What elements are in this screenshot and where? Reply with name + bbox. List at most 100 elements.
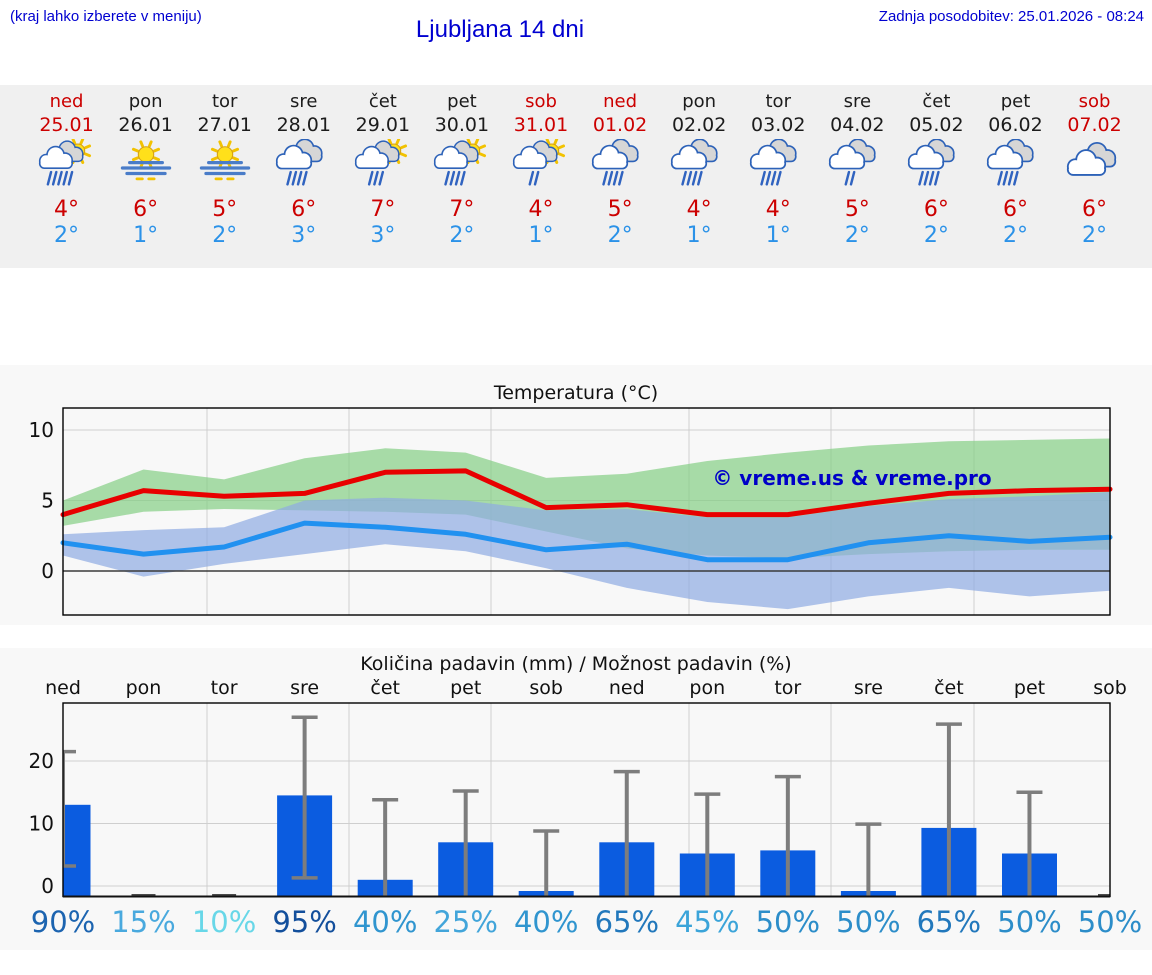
precip-day-label: sre bbox=[290, 677, 319, 699]
precip-day-label: pet bbox=[450, 677, 481, 699]
forecast-day-column: tor 03.02 4° 1° bbox=[739, 91, 818, 268]
weather-icon-rain bbox=[671, 139, 718, 186]
forecast-day-column: čet 05.02 6° 2° bbox=[897, 91, 976, 268]
temp-max: 5° bbox=[844, 197, 870, 222]
location-hint-note: (kraj lahko izberete v meniju) bbox=[10, 8, 202, 25]
forecast-day-column: pet 06.02 6° 2° bbox=[976, 91, 1055, 268]
forecast-day-column: sob 07.02 6° 2° bbox=[1055, 91, 1134, 268]
day-name: čet bbox=[922, 91, 951, 112]
weather-icon-sun-fog bbox=[120, 140, 171, 181]
precip-y-tick-label: 0 bbox=[41, 874, 54, 898]
day-date: 29.01 bbox=[355, 114, 411, 136]
day-name: pet bbox=[447, 91, 477, 112]
day-name: pon bbox=[682, 91, 717, 112]
weather-icon-cell bbox=[976, 139, 1055, 193]
precip-day-label: ned bbox=[45, 677, 81, 699]
weather-icon-cell bbox=[660, 139, 739, 193]
day-name: pon bbox=[128, 91, 163, 112]
precipitation-chart: ned pon tor sre čet pet sob ned pon tor sre čet pet s… bbox=[29, 677, 1143, 939]
temp-min: 2° bbox=[212, 223, 238, 248]
last-updated-text: Zadnja posodobitev: 25.01.2026 - 08:24 bbox=[878, 8, 1144, 25]
weather-icon-cell bbox=[106, 139, 185, 193]
day-name: sob bbox=[1078, 91, 1111, 112]
precip-day-label: čet bbox=[934, 677, 964, 699]
forecast-day-column: pon 02.02 4° 1° bbox=[660, 91, 739, 268]
precip-bar-trace bbox=[1098, 894, 1110, 897]
day-name: sre bbox=[290, 91, 318, 112]
weather-icon-cell bbox=[264, 139, 343, 193]
day-name: ned bbox=[603, 91, 638, 112]
weather-icon-cell bbox=[581, 139, 660, 193]
weather-icon-cell bbox=[343, 139, 422, 193]
precip-probability-label: 40% bbox=[353, 905, 417, 939]
precip-y-tick-label: 20 bbox=[29, 749, 54, 773]
day-date: 04.02 bbox=[830, 114, 885, 136]
temp-max: 4° bbox=[54, 197, 80, 222]
forecast-day-column: ned 25.01 4° 2° bbox=[27, 91, 106, 268]
weather-icon-cell bbox=[897, 139, 976, 193]
weather-icon-cell bbox=[1055, 139, 1134, 193]
temperature-chart: 0 5 10 © vreme.us & vreme.pro bbox=[29, 407, 1113, 616]
precip-day-label: sre bbox=[854, 677, 883, 699]
precip-bar-trace bbox=[131, 894, 156, 897]
precip-day-label: ned bbox=[609, 677, 645, 699]
precipitation-chart-title: Količina padavin (mm) / Možnost padavin … bbox=[360, 653, 792, 675]
forecast-day-column: sob 31.01 4° 1° bbox=[501, 91, 580, 268]
temp-min: 1° bbox=[765, 223, 791, 248]
precip-probability-label: 15% bbox=[111, 905, 175, 939]
day-name: čet bbox=[368, 91, 397, 112]
forecast-strip: ned 25.01 4° 2° pon 26.01 6° 1° tor 27.01 5° 2° sre 2… bbox=[0, 85, 1152, 268]
weather-icon-rain bbox=[987, 139, 1035, 186]
precip-day-label: pet bbox=[1014, 677, 1045, 699]
temp-min: 3° bbox=[370, 223, 396, 248]
watermark: © vreme.us & vreme.pro bbox=[712, 466, 991, 490]
day-date: 30.01 bbox=[434, 114, 490, 136]
precip-bar-trace bbox=[212, 894, 237, 897]
temp-y-tick-label: 0 bbox=[41, 559, 54, 583]
precip-day-label: pon bbox=[689, 677, 725, 699]
temp-y-tick-label: 10 bbox=[29, 418, 54, 442]
day-date: 01.02 bbox=[592, 114, 648, 136]
precip-probability-label: 95% bbox=[272, 905, 336, 939]
precip-day-label: tor bbox=[211, 677, 238, 699]
temp-min: 2° bbox=[844, 223, 870, 248]
temp-min: 2° bbox=[449, 223, 475, 248]
temp-max: 7° bbox=[449, 197, 475, 222]
temp-max: 4° bbox=[686, 197, 712, 222]
temp-max: 5° bbox=[607, 197, 633, 222]
temp-max: 6° bbox=[291, 197, 317, 222]
temp-min: 1° bbox=[686, 223, 712, 248]
precipitation-figure: Količina padavin (mm) / Možnost padavin … bbox=[0, 648, 1152, 950]
temp-min: 1° bbox=[133, 223, 159, 248]
precip-probability-label: 25% bbox=[433, 905, 497, 939]
precip-day-label: sob bbox=[1093, 677, 1127, 699]
weather-icon-rain bbox=[275, 139, 323, 186]
weather-icon-sun-rain bbox=[354, 139, 407, 186]
precip-probability-label: 50% bbox=[997, 905, 1061, 939]
forecast-day-column: sre 28.01 6° 3° bbox=[264, 91, 343, 268]
temp-max: 4° bbox=[528, 197, 554, 222]
forecast-day-column: pet 30.01 7° 2° bbox=[422, 91, 501, 268]
weather-icon-sun-rain bbox=[512, 139, 566, 186]
min-temp-range-band bbox=[63, 492, 1110, 610]
precip-probability-label: 65% bbox=[595, 905, 659, 939]
temp-min: 2° bbox=[923, 223, 949, 248]
precip-probability-label: 50% bbox=[756, 905, 820, 939]
min-temp-line bbox=[60, 520, 1113, 563]
weather-icon-cell bbox=[422, 139, 501, 193]
day-name: sob bbox=[525, 91, 557, 112]
temp-max: 5° bbox=[212, 197, 238, 222]
precip-y-tick-label: 10 bbox=[29, 812, 54, 836]
temperature-figure: Temperatura (°C) 0 5 10 © vreme.us & vreme.… bbox=[0, 365, 1152, 625]
temp-max: 6° bbox=[923, 197, 949, 222]
precip-probability-label: 90% bbox=[31, 905, 95, 939]
weather-icon-sun-rain bbox=[433, 139, 486, 186]
precip-day-label: pon bbox=[126, 677, 162, 699]
temp-y-tick-label: 5 bbox=[41, 489, 54, 513]
weather-icon-cell bbox=[185, 139, 264, 193]
day-date: 27.01 bbox=[197, 114, 252, 136]
weather-icon-rain bbox=[750, 139, 797, 186]
weather-icon-cell bbox=[27, 139, 106, 193]
temp-min: 2° bbox=[1002, 223, 1028, 248]
day-name: ned bbox=[49, 91, 84, 112]
